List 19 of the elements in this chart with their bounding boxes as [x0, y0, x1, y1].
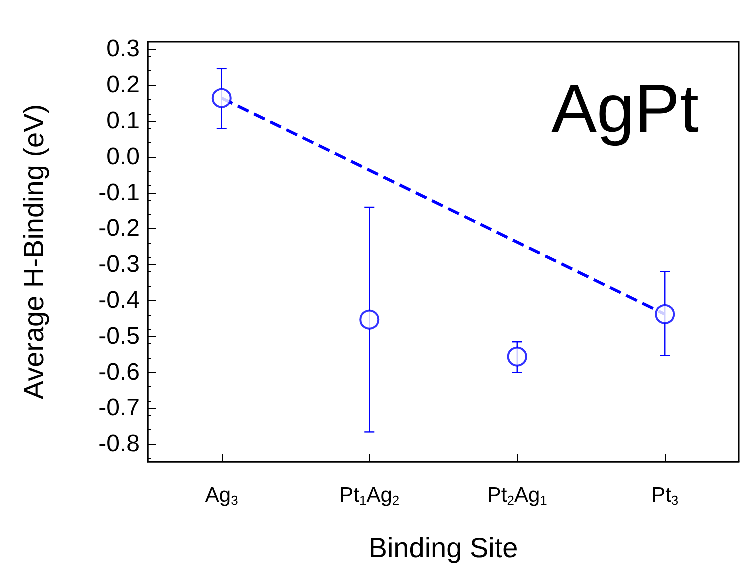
annotation: AgPt — [552, 71, 700, 147]
y-tick-label: -0.2 — [98, 215, 140, 242]
y-tick-label: 0.2 — [106, 72, 140, 99]
y-axis-title: Average H-Binding (eV) — [18, 104, 50, 400]
point — [507, 346, 528, 367]
y-tick-label: -0.7 — [98, 394, 140, 422]
y-tick-label: 0.1 — [106, 107, 140, 134]
y-tick-label: 0.0 — [106, 143, 140, 170]
y-tick-label: -0.4 — [98, 286, 140, 314]
y-tick-label: -0.6 — [98, 358, 140, 386]
point — [360, 310, 380, 330]
y-tick-label: -0.3 — [98, 251, 140, 278]
y-tick-label: -0.5 — [98, 322, 140, 350]
y-tick-label: 0.3 — [106, 36, 140, 63]
y-tick-label: -0.1 — [98, 179, 140, 206]
y-tick-label: -0.8 — [98, 430, 140, 458]
x-axis-title: Binding Site — [368, 532, 518, 564]
point — [212, 88, 232, 108]
point — [655, 304, 676, 324]
